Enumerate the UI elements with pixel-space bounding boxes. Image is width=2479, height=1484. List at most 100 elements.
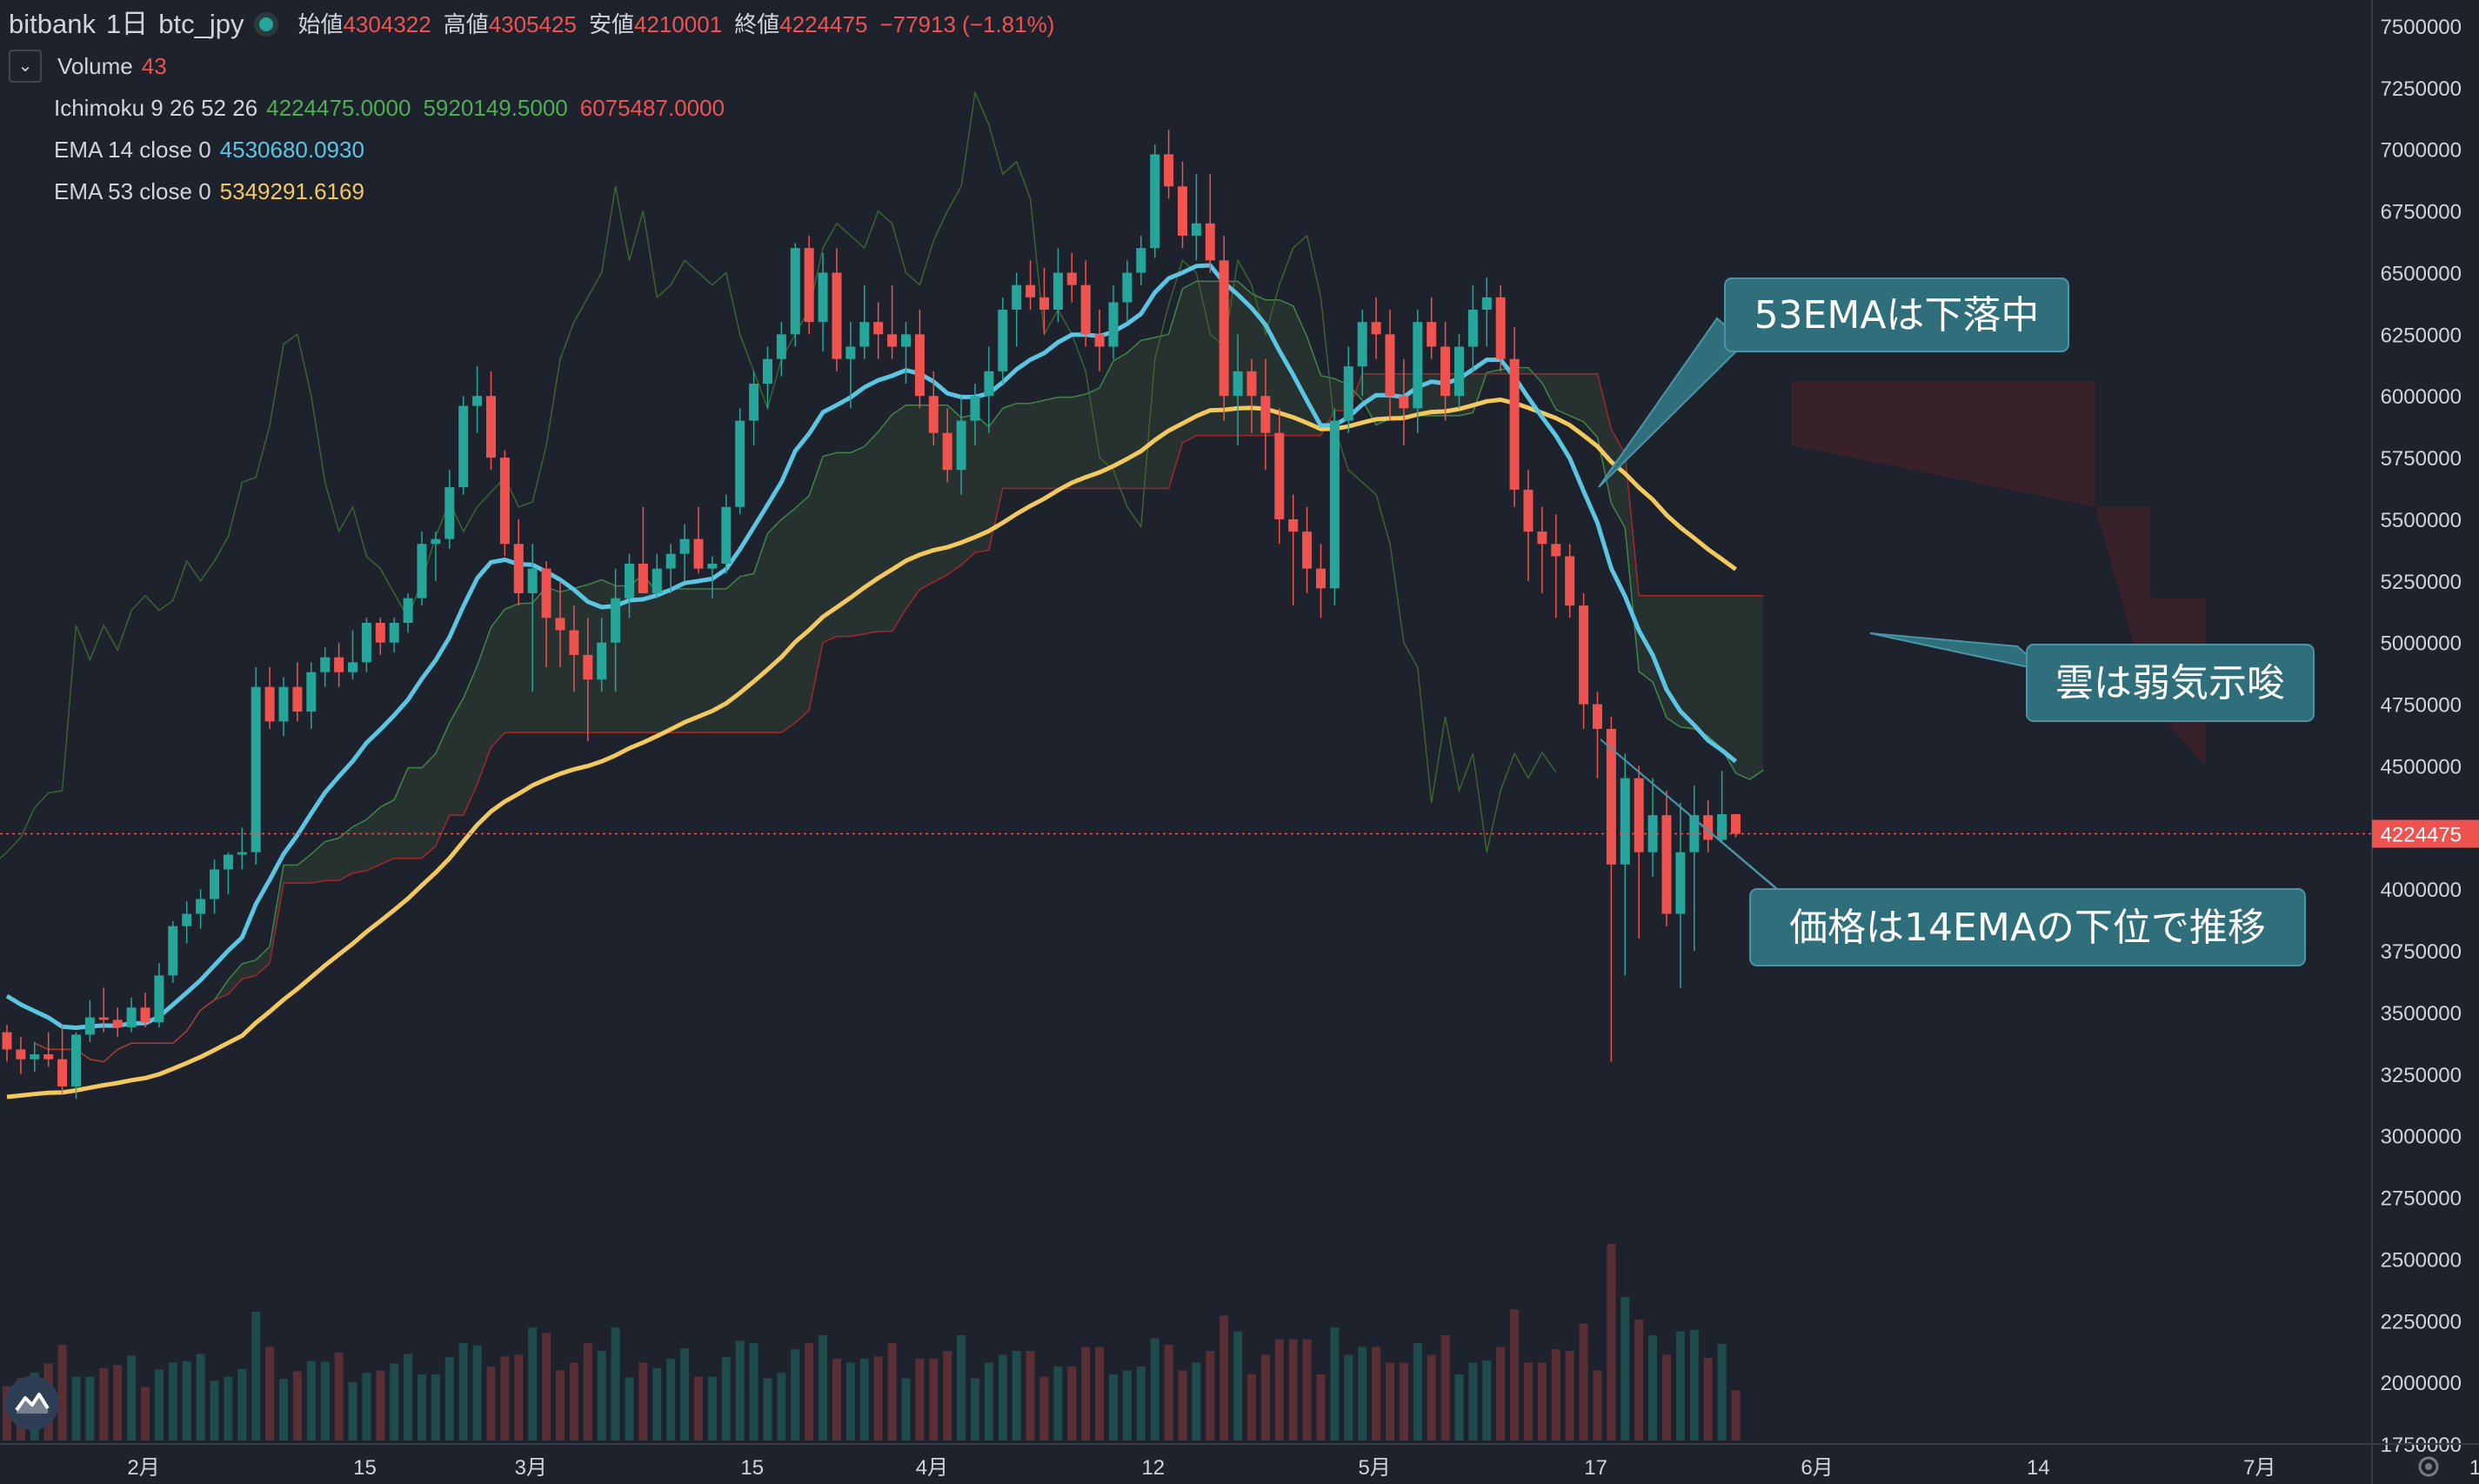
candle-body xyxy=(749,384,759,421)
volume-bar xyxy=(1164,1344,1173,1441)
candle-body xyxy=(1634,778,1644,852)
volume-bar xyxy=(168,1362,177,1441)
price-tick-label: 5250000 xyxy=(2381,571,2462,594)
volume-bar xyxy=(1288,1339,1298,1441)
candle-body xyxy=(625,563,634,598)
chevron-down-icon[interactable]: ⌄ xyxy=(9,50,42,83)
candle-body xyxy=(140,1007,150,1023)
ichimoku-label: Ichimoku 9 26 52 26 xyxy=(54,95,258,121)
candle-body xyxy=(168,926,178,976)
volume-bar xyxy=(99,1367,109,1441)
candle-body xyxy=(499,458,510,545)
volume-bar xyxy=(1593,1370,1602,1441)
volume-bar xyxy=(113,1365,123,1441)
volume-bar xyxy=(1551,1349,1560,1441)
volume-bar xyxy=(1247,1374,1256,1441)
candle-body xyxy=(1219,260,1229,397)
settings-gear-icon[interactable] xyxy=(2418,1456,2439,1477)
tradingview-logo-icon[interactable] xyxy=(5,1376,59,1430)
low-value: 4210001 xyxy=(633,11,723,37)
candle-body xyxy=(223,854,233,870)
volume-bar xyxy=(1081,1347,1091,1441)
volume-bar xyxy=(901,1378,911,1441)
volume-bar xyxy=(1537,1362,1547,1441)
ichimoku-legend-row[interactable]: Ichimoku 9 26 52 26 4224475.0000 5920149… xyxy=(9,87,1066,129)
candle-body xyxy=(1080,284,1091,335)
candle-body xyxy=(665,553,676,569)
high-label: 高値 xyxy=(443,11,489,37)
ema53-line xyxy=(6,398,1737,1100)
volume-bar xyxy=(1219,1315,1229,1441)
candle-body xyxy=(1012,284,1022,310)
volume-bar xyxy=(1316,1374,1326,1441)
volume-bar xyxy=(1648,1335,1658,1441)
candle-body xyxy=(914,334,925,397)
volume-bar xyxy=(583,1343,592,1441)
ichimoku-value-1: 4224475.0000 xyxy=(266,95,411,121)
candle-body xyxy=(638,563,648,593)
volume-bar xyxy=(625,1377,634,1441)
volume-bar xyxy=(1053,1367,1063,1441)
candle-body xyxy=(458,405,469,488)
interval-label[interactable]: 1日 xyxy=(105,9,149,39)
volume-bar xyxy=(1330,1327,1340,1441)
exchange-name[interactable]: bitbank xyxy=(9,9,96,39)
ema14-value: 4530680.0930 xyxy=(219,137,364,163)
candle-body xyxy=(970,396,980,421)
candle-body xyxy=(735,420,745,507)
candle-body xyxy=(1329,420,1340,589)
candle-body xyxy=(154,975,164,1023)
candle-body xyxy=(956,420,966,471)
price-tick-label: 3000000 xyxy=(2381,1126,2462,1149)
price-tick-label: 3250000 xyxy=(2381,1064,2462,1087)
candle-body xyxy=(1178,186,1187,236)
candle-body xyxy=(1246,371,1257,397)
candle-body xyxy=(1551,544,1561,557)
volume-bar xyxy=(1565,1351,1574,1441)
candle-body xyxy=(348,662,357,672)
callout-text: 雲は弱気示唆 xyxy=(2055,661,2285,705)
candle-body xyxy=(210,869,219,899)
price-tick-label: 4750000 xyxy=(2381,694,2462,718)
volume-bar xyxy=(680,1348,690,1441)
volume-histogram xyxy=(3,1244,1741,1441)
volume-bar xyxy=(845,1362,855,1441)
volume-bar xyxy=(182,1360,191,1441)
candle-body xyxy=(1343,366,1353,421)
volume-bar xyxy=(1496,1347,1506,1441)
candle-body xyxy=(887,334,898,347)
symbol-name[interactable]: btc_jpy xyxy=(158,9,244,39)
volume-bar xyxy=(638,1362,648,1441)
callout-text: 価格は14EMAの下位で推移 xyxy=(1789,906,2266,950)
volume-bar xyxy=(1427,1354,1436,1441)
candle-body xyxy=(859,322,870,347)
close-label: 終値 xyxy=(734,11,780,37)
price-tick-label: 2500000 xyxy=(2381,1248,2462,1272)
volume-bar xyxy=(224,1376,233,1441)
volume-legend-row[interactable]: ⌄ Volume 43 xyxy=(9,45,1066,87)
volume-bar xyxy=(1482,1360,1492,1441)
volume-bar xyxy=(721,1357,731,1441)
volume-bar xyxy=(1675,1331,1685,1441)
low-label: 安値 xyxy=(588,11,634,37)
volume-bar xyxy=(1634,1320,1644,1441)
time-tick-label: 15 xyxy=(740,1456,764,1480)
volume-bar xyxy=(1620,1297,1630,1441)
ema53-legend-row[interactable]: EMA 53 close 0 5349291.6169 xyxy=(9,170,1066,212)
ema14-legend-row[interactable]: EMA 14 close 0 4530680.0930 xyxy=(9,129,1066,170)
candle-body xyxy=(264,686,275,722)
callout-box xyxy=(2026,644,2315,722)
volume-bar xyxy=(1260,1354,1270,1441)
candle-body xyxy=(1026,284,1036,297)
volume-bar xyxy=(210,1380,219,1441)
candle-body xyxy=(1537,531,1547,545)
volume-bar xyxy=(1067,1367,1077,1441)
candle-body xyxy=(1274,432,1285,519)
candle-body xyxy=(942,432,952,471)
close-value: 4224475 xyxy=(779,11,868,37)
volume-bar xyxy=(1302,1339,1312,1441)
volume-bar xyxy=(1607,1244,1616,1441)
candle-body xyxy=(541,568,551,618)
